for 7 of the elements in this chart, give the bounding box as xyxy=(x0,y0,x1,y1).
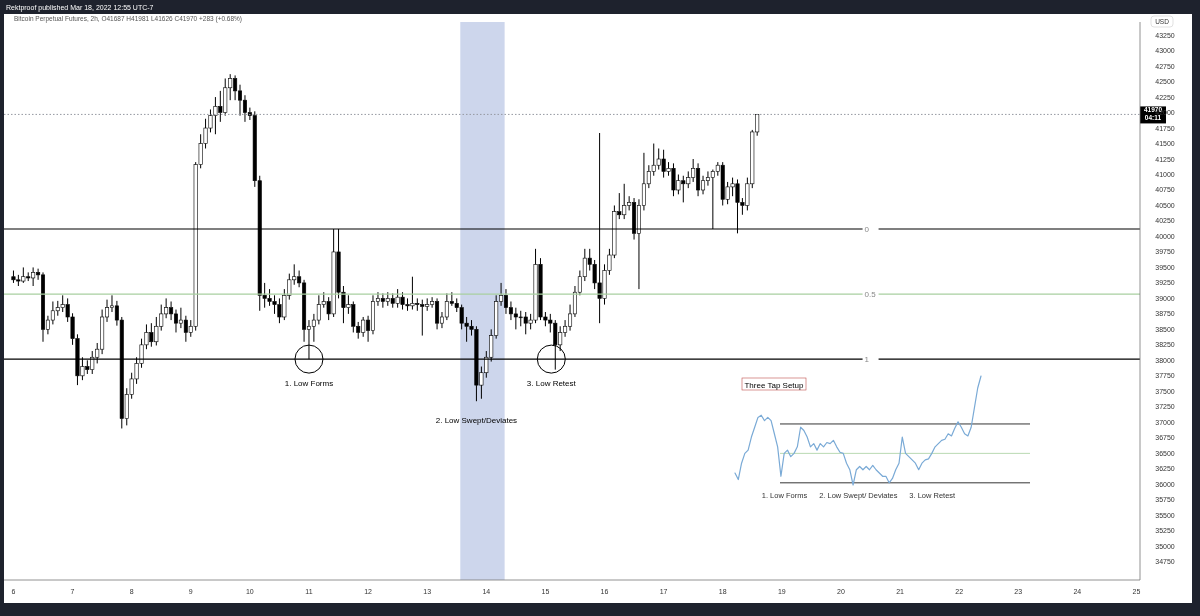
annotation: 1. Low Forms xyxy=(284,379,334,389)
annotation: 2. Low Swept/Deviates xyxy=(435,416,518,426)
text: Three Tap Setup xyxy=(744,380,805,390)
annotation: 0.5 xyxy=(864,290,877,300)
annotation: 1 xyxy=(864,355,870,365)
annotation: 0 xyxy=(864,225,870,235)
annotation: 3. Low Retest xyxy=(526,379,577,389)
